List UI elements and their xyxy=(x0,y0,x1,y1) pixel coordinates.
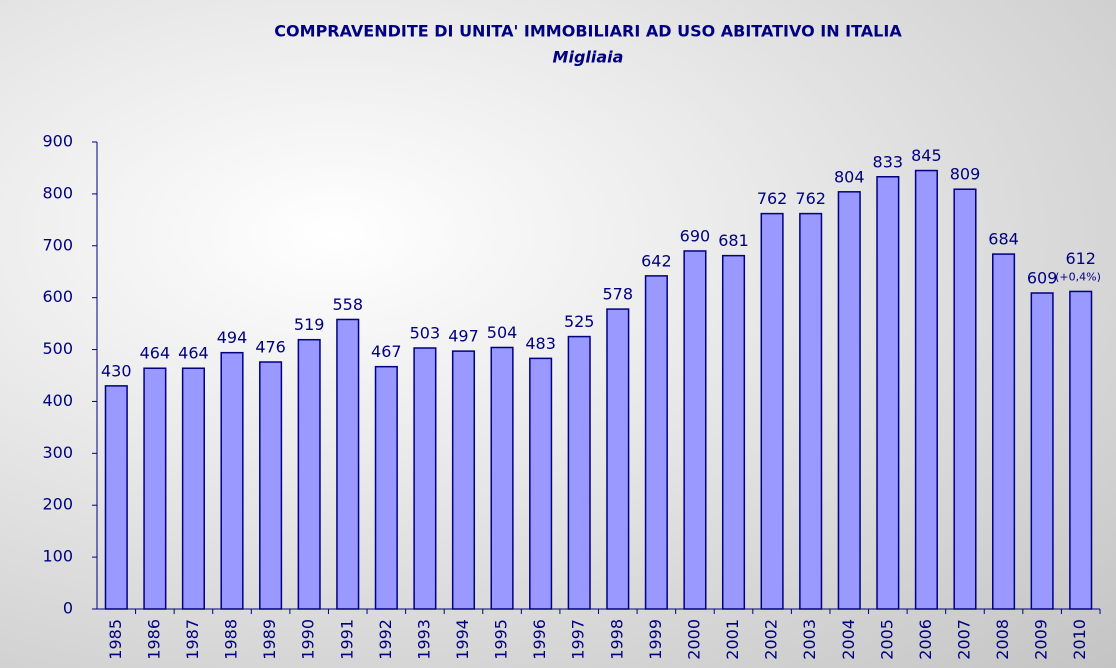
value-label: 504 xyxy=(487,323,518,342)
y-tick-label: 400 xyxy=(42,391,73,410)
x-tick-label: 1998 xyxy=(607,619,626,660)
value-label: 503 xyxy=(410,323,441,342)
x-tick-label: 1988 xyxy=(222,619,241,660)
y-tick-label: 600 xyxy=(42,287,73,306)
value-label: 464 xyxy=(140,344,171,363)
bar xyxy=(490,346,514,610)
bar xyxy=(992,253,1016,610)
bar xyxy=(413,347,437,610)
value-label: 519 xyxy=(294,315,325,334)
y-tick-label: 700 xyxy=(42,235,73,254)
value-label: 804 xyxy=(834,167,865,186)
x-tick-label: 1989 xyxy=(260,619,279,660)
bar xyxy=(567,335,591,610)
value-label: 642 xyxy=(641,251,672,270)
bar xyxy=(451,350,476,610)
value-label: 833 xyxy=(873,152,904,171)
bar xyxy=(953,188,977,610)
x-tick-label: 1999 xyxy=(646,619,665,660)
value-label: 762 xyxy=(757,189,788,208)
x-tick-label: 1994 xyxy=(453,619,472,660)
value-label: 430 xyxy=(101,361,132,380)
x-tick-label: 2010 xyxy=(1070,619,1089,660)
annotation: (+0,4%) xyxy=(1055,270,1101,283)
x-tick-label: 1992 xyxy=(376,619,395,660)
value-label: 809 xyxy=(950,165,981,184)
bar xyxy=(837,191,861,610)
bar xyxy=(760,212,784,610)
value-label: 464 xyxy=(178,344,209,363)
x-tick-label: 2007 xyxy=(954,619,973,660)
x-tick-label: 2003 xyxy=(800,619,819,660)
y-tick-label: 800 xyxy=(42,183,73,202)
value-label: 476 xyxy=(255,338,286,357)
x-tick-label: 1990 xyxy=(299,619,318,660)
x-tick-label: 2000 xyxy=(684,619,703,660)
value-label: 497 xyxy=(448,327,479,346)
x-tick-label: 1995 xyxy=(492,619,511,660)
chart-subtitle: Migliaia xyxy=(553,48,624,67)
x-tick-label: 2009 xyxy=(1032,619,1051,660)
y-tick-label: 500 xyxy=(42,339,73,358)
bar xyxy=(606,308,630,610)
bar xyxy=(374,365,398,610)
value-label: 690 xyxy=(680,226,711,245)
value-label: 483 xyxy=(525,334,556,353)
bar xyxy=(259,361,283,610)
y-tick-label: 300 xyxy=(42,443,73,462)
x-tick-label: 2006 xyxy=(916,619,935,660)
x-tick-label: 1993 xyxy=(414,619,433,660)
value-label: 467 xyxy=(371,342,402,361)
x-tick-label: 2005 xyxy=(877,619,896,660)
bar xyxy=(644,275,668,610)
value-label: 558 xyxy=(332,295,363,314)
value-label: 762 xyxy=(795,189,826,208)
bar xyxy=(876,176,900,610)
y-tick-label: 200 xyxy=(42,495,73,514)
value-label: 684 xyxy=(988,230,1019,249)
bar xyxy=(721,254,746,610)
value-label: 681 xyxy=(718,231,749,250)
x-tick-label: 2002 xyxy=(762,619,781,660)
bar xyxy=(104,385,128,610)
x-tick-label: 1987 xyxy=(183,619,202,660)
x-tick-label: 2001 xyxy=(723,619,742,660)
value-label: 494 xyxy=(217,328,248,347)
bar xyxy=(143,367,167,610)
bar xyxy=(529,357,553,610)
bar xyxy=(181,367,205,610)
value-label: 609 xyxy=(1027,268,1058,287)
x-tick-label: 2004 xyxy=(839,619,858,660)
y-tick-label: 100 xyxy=(42,547,73,566)
bar xyxy=(297,338,321,610)
x-tick-label: 1985 xyxy=(106,619,125,660)
x-tick-label: 2008 xyxy=(993,619,1012,660)
bar xyxy=(1069,290,1093,610)
value-label: 578 xyxy=(603,285,634,304)
bar xyxy=(1030,292,1054,610)
x-tick-label: 1986 xyxy=(144,619,163,660)
x-tick-label: 1991 xyxy=(337,619,356,660)
value-label: 525 xyxy=(564,312,595,331)
value-label: 612 xyxy=(1065,249,1096,268)
bar xyxy=(220,351,244,610)
y-tick-label: 0 xyxy=(63,599,73,618)
value-label: 845 xyxy=(911,146,942,165)
bar xyxy=(336,318,360,610)
bar xyxy=(683,250,707,610)
chart-title: COMPRAVENDITE DI UNITA' IMMOBILIARI AD U… xyxy=(274,22,902,41)
bar xyxy=(799,212,823,610)
y-tick-label: 900 xyxy=(42,132,73,151)
bar xyxy=(914,169,938,610)
x-tick-label: 1996 xyxy=(530,619,549,660)
x-tick-label: 1997 xyxy=(569,619,588,660)
